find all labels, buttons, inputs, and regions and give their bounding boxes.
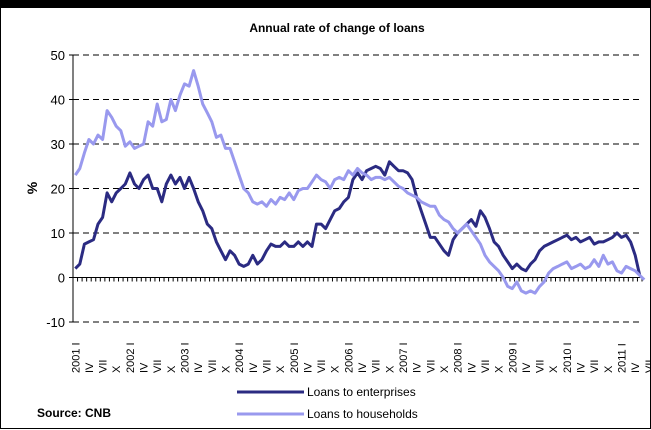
- x-tick-label: VII: [316, 360, 328, 373]
- y-tick-label: -10: [46, 315, 65, 330]
- x-tick-label: VII: [589, 360, 601, 373]
- y-tick-label: 10: [51, 226, 65, 241]
- y-axis-ticks: -10 0 10 20 30 40 50: [46, 48, 74, 330]
- x-tick-label: IV: [248, 362, 260, 373]
- chart-title: Annual rate of change of loans: [249, 21, 425, 35]
- x-tick-label: X: [111, 365, 123, 373]
- x-tick-label: VII: [371, 360, 383, 373]
- x-tick-label: IV: [84, 362, 96, 373]
- x-tick-label: 2009 I: [507, 342, 519, 373]
- x-tick-label: IV: [302, 362, 314, 373]
- x-tick-label: X: [494, 365, 506, 373]
- x-tick-label: 2008 I: [453, 342, 465, 373]
- x-tick-label: X: [275, 365, 287, 373]
- series-line-enterprises: [74, 160, 642, 276]
- x-tick-label: VII: [98, 360, 110, 373]
- x-tick-label: IV: [576, 362, 588, 373]
- x-tick-label: 2004 I: [234, 342, 246, 373]
- series-lines: [74, 69, 646, 295]
- x-tick-label: VII: [644, 360, 651, 373]
- x-axis: 2001 I IV VII X 2002 I IV VII X 2003 I IV VII X 2004…: [70, 277, 651, 373]
- x-tick-label: X: [603, 365, 615, 373]
- x-tick-label: IV: [630, 362, 642, 373]
- x-tick-label: X: [439, 365, 451, 373]
- x-tick-label: VII: [535, 360, 547, 373]
- y-tick-label: 50: [51, 48, 65, 63]
- x-tick-label: VII: [207, 360, 219, 373]
- x-tick-label: VII: [480, 360, 492, 373]
- x-tick-label: VII: [261, 360, 273, 373]
- legend: Loans to enterprises Loans to households: [237, 385, 418, 421]
- x-tick-label: 2002 I: [125, 342, 137, 373]
- x-tick-label: 2005 I: [289, 342, 301, 373]
- x-tick-label: VII: [425, 360, 437, 373]
- x-tick-label: IV: [193, 362, 205, 373]
- x-tick-label: 2011 I: [617, 343, 629, 373]
- x-tick-label: 2003 I: [180, 342, 192, 373]
- x-tick-label: X: [548, 365, 560, 373]
- x-tick-label: 2007 I: [398, 342, 410, 373]
- x-tick-label: X: [384, 365, 396, 373]
- x-tick-label: 2010 I: [562, 342, 574, 373]
- x-tick-label: IV: [139, 362, 151, 373]
- source-note: Source: CNB: [37, 406, 111, 420]
- x-tick-label: X: [330, 365, 342, 373]
- x-tick-label: 2001 I: [70, 342, 82, 373]
- x-tick-label: X: [220, 365, 232, 373]
- x-tick-label: IV: [521, 362, 533, 373]
- x-tick-label: X: [166, 365, 178, 373]
- x-tick-label: IV: [466, 362, 478, 373]
- legend-label-households: Loans to households: [307, 407, 418, 421]
- x-tick-label: IV: [357, 362, 369, 373]
- x-tick-label: IV: [412, 362, 424, 373]
- x-tick-label: VII: [152, 360, 164, 373]
- top-border-bar: [1, 1, 651, 8]
- y-tick-label: 30: [51, 137, 65, 152]
- x-tick-label: 2006 I: [343, 342, 355, 373]
- y-axis-label: %: [24, 181, 40, 194]
- y-tick-label: 0: [58, 271, 65, 286]
- legend-label-enterprises: Loans to enterprises: [307, 385, 416, 399]
- y-tick-label: 20: [51, 182, 65, 197]
- y-tick-label: 40: [51, 93, 65, 108]
- gridlines: [73, 54, 642, 323]
- series-line-households: [74, 69, 646, 295]
